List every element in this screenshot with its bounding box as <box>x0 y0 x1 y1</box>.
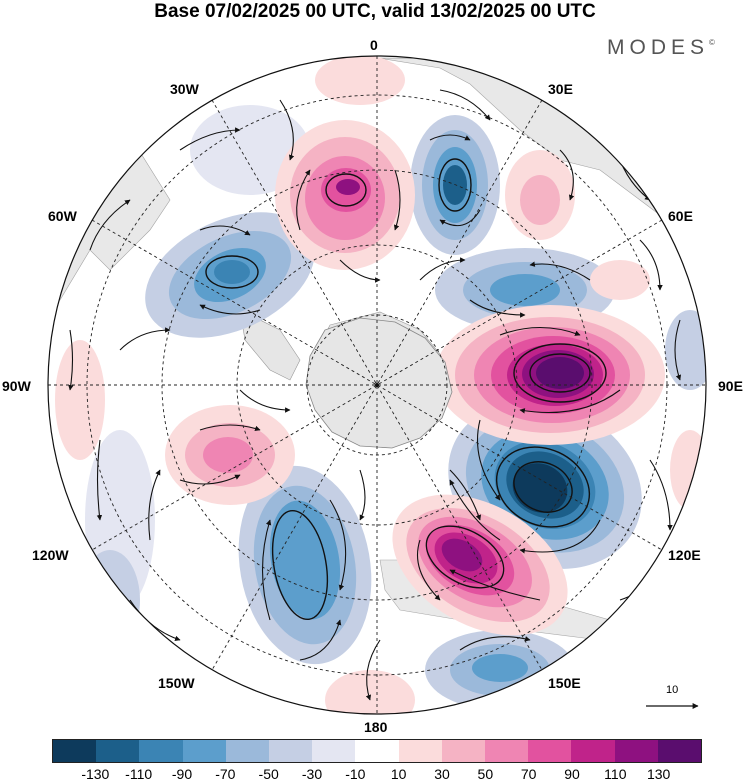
antarctica-shape <box>305 317 453 449</box>
colorbar-swatch <box>355 740 399 762</box>
colorbar-swatch <box>225 740 270 762</box>
colorbar-tick-label: -110 <box>125 766 153 782</box>
colorbar-tick-label: 50 <box>477 766 494 782</box>
colorbar-tick-label: -50 <box>258 766 279 782</box>
colorbar-tick-label: 30 <box>434 766 450 782</box>
colorbar-tick-label: 70 <box>520 766 537 782</box>
colorbar-swatch <box>269 740 313 762</box>
colorbar-tick-label: -130 <box>81 766 110 782</box>
lon-label-180: 180 <box>364 719 388 735</box>
lon-label-90w: 90W <box>2 378 31 394</box>
lon-label-30w: 30W <box>170 81 199 97</box>
colorbar-swatch <box>614 740 658 762</box>
colorbar-tick-label: -70 <box>215 766 236 782</box>
lon-label-0: 0 <box>370 37 378 53</box>
graticule <box>48 56 706 714</box>
colorbar-tick-label: -10 <box>345 766 366 782</box>
colorbar-swatch <box>441 740 486 762</box>
contour-lines <box>205 158 607 621</box>
colorbar-tick-label: 10 <box>390 766 407 782</box>
lon-label-150e: 150E <box>548 675 581 691</box>
colorbar-swatch <box>485 740 529 762</box>
logo-text: MODES <box>607 36 710 59</box>
colorbar-swatch <box>139 740 183 762</box>
colorbar-tick-label: 110 <box>604 766 627 782</box>
colorbar-tick-label: -30 <box>301 766 323 782</box>
lon-label-150w: 150W <box>158 675 195 691</box>
colorbar-tick-label: 90 <box>564 766 580 782</box>
lon-label-30e: 30E <box>548 81 573 97</box>
colorbar-tick-label: 130 <box>646 766 671 782</box>
colorbar-tick-label: -90 <box>171 766 193 782</box>
colorbar-ticks: -130 -110 -90 -70 -50 -30 -10 10 30 50 70 90 110 130 <box>0 766 750 783</box>
colorbar-swatch <box>657 740 702 762</box>
map-title: Base 07/02/2025 00 UTC, valid 13/02/2025… <box>154 1 596 22</box>
colorbar-swatch <box>182 740 226 762</box>
modes-logo: MODES© <box>607 36 715 60</box>
colorbar-swatch <box>53 740 97 762</box>
lon-label-90e: 90E <box>718 378 743 394</box>
colorbar-swatch <box>312 740 356 762</box>
lon-label-60e: 60E <box>668 208 693 224</box>
lon-label-120e: 120E <box>668 547 701 563</box>
colorbar-swatch <box>571 740 615 762</box>
reference-vector-label: 10 <box>666 684 679 696</box>
colorbar-swatch <box>398 740 442 762</box>
colorbar-swatch <box>96 740 140 762</box>
colorbar <box>52 739 702 763</box>
logo-mark: © <box>709 38 715 47</box>
lon-label-120w: 120W <box>32 547 69 563</box>
lon-label-60w: 60W <box>48 208 77 224</box>
colorbar-swatch <box>528 740 572 762</box>
